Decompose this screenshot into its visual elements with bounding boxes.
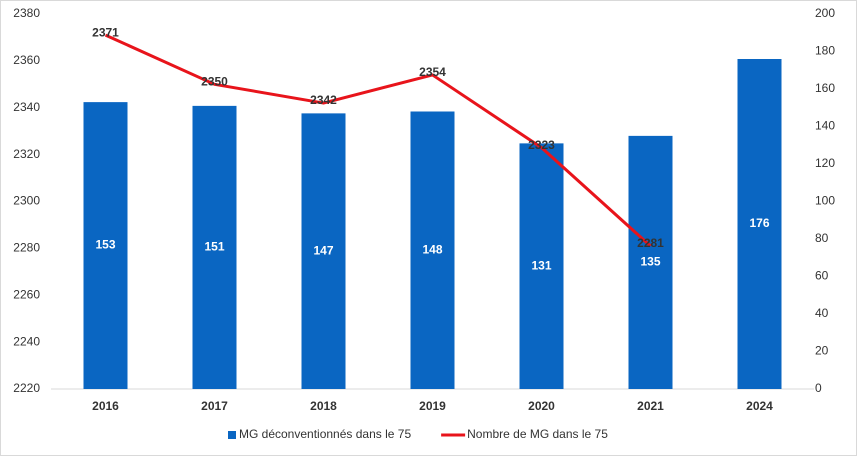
bar-label: 147 [313, 243, 333, 257]
y2-tick-label: 200 [815, 6, 835, 20]
y2-tick-label: 180 [815, 44, 835, 58]
x-tick-label: 2021 [637, 399, 664, 413]
bar [628, 135, 673, 389]
y2-tick-label: 100 [815, 194, 835, 208]
line-label: 2350 [201, 74, 228, 88]
bar [737, 59, 782, 389]
x-tick-label: 2017 [201, 399, 228, 413]
line-label: 2281 [637, 236, 664, 250]
line-label: 2323 [528, 138, 555, 152]
bar-label: 176 [749, 216, 769, 230]
legend-swatch [228, 431, 236, 439]
bar-label: 135 [640, 255, 660, 269]
y2-tick-label: 20 [815, 344, 829, 358]
y2-tick-label: 40 [815, 306, 829, 320]
y-tick-label: 2280 [13, 241, 40, 255]
y-tick-label: 2260 [13, 287, 40, 301]
bar [301, 113, 346, 389]
x-tick-label: 2019 [419, 399, 446, 413]
y2-tick-label: 0 [815, 381, 822, 395]
line-label: 2354 [419, 65, 446, 79]
bar [410, 111, 455, 389]
y-tick-label: 2360 [13, 53, 40, 67]
x-tick-label: 2018 [310, 399, 337, 413]
x-tick-label: 2024 [746, 399, 773, 413]
line-label: 2371 [92, 25, 119, 39]
bar-label: 131 [531, 258, 551, 272]
line [104, 33, 652, 248]
x-tick-label: 2020 [528, 399, 555, 413]
y2-tick-label: 140 [815, 119, 835, 133]
y-tick-label: 2340 [13, 100, 40, 114]
y-tick-label: 2320 [13, 147, 40, 161]
bar-label: 151 [204, 240, 224, 254]
x-tick-label: 2016 [92, 399, 119, 413]
legend-label: MG déconventionnés dans le 75 [239, 427, 411, 441]
line-label: 2342 [310, 93, 337, 107]
y2-tick-label: 120 [815, 156, 835, 170]
y2-tick-label: 160 [815, 81, 835, 95]
y-tick-label: 2220 [13, 381, 40, 395]
y2-tick-label: 60 [815, 269, 829, 283]
bar [83, 102, 128, 389]
bar-label: 148 [422, 242, 442, 256]
y-tick-label: 2240 [13, 334, 40, 348]
bar [519, 143, 564, 389]
y-tick-label: 2380 [13, 6, 40, 20]
y2-tick-label: 80 [815, 231, 829, 245]
bar-label: 153 [95, 238, 115, 252]
legend-label: Nombre de MG dans le 75 [467, 427, 608, 441]
bar [192, 105, 237, 389]
y-tick-label: 2300 [13, 194, 40, 208]
